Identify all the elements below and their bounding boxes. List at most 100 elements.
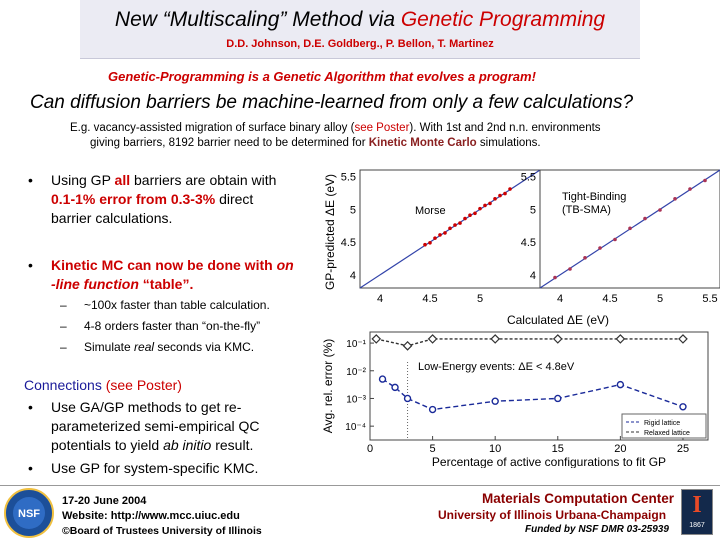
illinois-logo: I 1867 [681,489,713,535]
scatter-point [703,178,707,183]
uiuc-name: University of Illinois Urbana-Champaign [438,508,667,522]
series-point [679,403,687,411]
connection-1-line-1: Use GA/GP methods to get re- [51,399,242,415]
gp-definition: Genetic-Programming is a Genetic Algorit… [108,69,536,84]
error-y-axis-label: Avg. rel. error (%) [321,339,335,433]
scatter-point [568,267,572,271]
x-tick-label: 4 [557,293,563,305]
series-point [554,394,562,403]
series-point [491,397,499,405]
sub-item-3: Simulate real seconds via KMC. [84,340,255,354]
scatter-point [508,187,512,191]
x-tick-label: 4 [377,293,383,305]
series-point [428,405,437,414]
panel-label-morse: Morse [415,205,446,217]
x-tick-label: 15 [552,443,564,455]
legend-box [621,413,707,439]
illinois-logo-letter: I [692,492,702,518]
connection-1-line-2: parameterized semi-empirical QC [51,418,260,434]
bullet-1-line-1: Using GP all barriers are obtain with [51,172,277,188]
connections-title: Connections (see Poster) [24,377,182,393]
scatter-point [483,203,487,208]
scatter-point [433,236,437,240]
y-tick-label: 4 [530,270,536,282]
panel-label-tb: Tight-Binding [562,191,626,203]
scatter-point [553,275,557,280]
scatter-chart: 4 4.5 5 4 4.5 5 5.5 Morse 4 4.5 5 5.5 4 4.5 5 5.5 Tight-… [323,169,720,327]
scatter-point [478,206,482,211]
x-tick-label: 5 [430,443,436,455]
x-tick-label: 20 [614,443,626,455]
x-tick-label: 10 [489,443,501,455]
y-tick-label: 10⁻¹ [346,339,366,350]
scatter-point [443,231,447,235]
scatter-point [428,240,432,245]
sub-item-2: 4-8 orders faster than “on-the-fly” [84,319,261,333]
y-tick-label: 4.5 [521,237,536,249]
x-tick-label: 4.5 [602,293,617,305]
x-tick-label: 25 [677,443,689,455]
connection-1-line-3: potentials to yield ab initio result. [51,437,254,453]
series-point [378,375,387,383]
bullet-dot: • [28,460,33,476]
footer-divider [0,485,720,486]
series-point [403,394,412,403]
bullet-dot: • [28,257,33,273]
scatter-point [658,208,662,212]
error-chart: 10⁻⁴ 10⁻³ 10⁻² 10⁻¹ 0 5 10 15 20 25 Low-Energy eve… [321,331,709,468]
footer-website[interactable]: Website: http://www.mcc.uiuc.edu [62,510,240,522]
y-tick-label: 10⁻² [346,367,366,378]
y-tick-label: 4 [350,270,356,282]
title-banner: New “Multiscaling” Method via Genetic Pr… [80,0,640,59]
main-question: Can diffusion barriers be machine-learne… [30,92,634,113]
scatter-x-axis-label: Calculated ΔE (eV) [507,313,609,327]
nsf-logo: NSF [4,488,54,538]
intro-line-1: E.g. vacancy-assisted migration of surfa… [70,122,601,134]
y-tick-label: 5.5 [341,172,356,184]
scatter-point [453,223,457,227]
authors-line: D.D. Johnson, D.E. Goldberg., P. Bellon,… [226,38,494,50]
bullet-2-line-1: Kinetic MC can now be done with on [51,257,294,273]
bullet-2-line-2: -line function “table”. [51,276,194,292]
series-point [427,334,438,344]
mcc-name: Materials Computation Center [482,491,675,506]
series-point [615,334,626,344]
panel-label-tb: (TB-SMA) [562,204,611,216]
scatter-point [613,237,617,242]
series-point [616,380,625,389]
scatter-point [498,193,502,198]
scatter-point [643,216,647,221]
error-x-axis-label: Percentage of active configurations to f… [432,455,666,468]
y-tick-label: 5 [350,204,356,216]
scatter-point [583,256,587,260]
scatter-point [598,246,602,250]
series-point [490,334,501,344]
series-point [402,340,413,351]
scatter-point [673,197,677,201]
legend-label: Relaxed lattice [644,430,690,437]
scatter-point [503,191,507,196]
y-tick-label: 10⁻³ [346,394,366,405]
scatter-y-axis-label: GP-predicted ΔE (eV) [323,174,337,290]
dash: – [60,340,67,354]
slide-title: New “Multiscaling” Method via Genetic Pr… [114,8,606,31]
scatter-point [438,233,442,237]
bullet-dot: • [28,399,33,415]
series-point [391,383,399,392]
dash: – [60,319,67,333]
series-point [371,334,382,344]
y-tick-label: 10⁻⁴ [345,422,366,433]
sub-item-1: ~100x faster than table calculation. [84,298,270,312]
funding-line: Funded by NSF DMR 03-25939 [525,524,669,535]
series-point [552,334,563,344]
scatter-point [493,197,497,201]
y-tick-label: 5 [530,204,536,216]
scatter-point [463,216,467,221]
bullet-1-line-2: 0.1-1% error from 0.3-3% direct [51,191,254,207]
y-tick-label: 4.5 [341,237,356,249]
poster-link: see Poster [354,122,410,134]
bullet-1-line-3: barrier calculations. [51,210,173,226]
svg-text:NSF: NSF [18,508,40,520]
x-tick-label: 0 [367,443,373,455]
scatter-point [448,226,452,231]
